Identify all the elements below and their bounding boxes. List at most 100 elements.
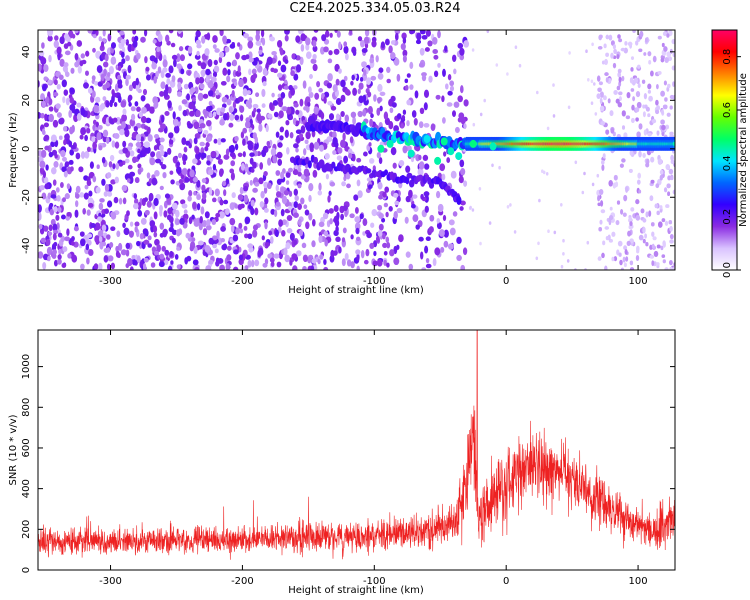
spectrogram-noise-cell <box>144 141 151 148</box>
spectrogram-noise-cell <box>600 121 606 126</box>
spectrogram-noise-cell <box>51 149 58 156</box>
spectrogram-noise-cell <box>661 254 666 258</box>
spectrogram-noise-cell <box>393 257 400 266</box>
spectrogram-noise-cell <box>140 116 147 124</box>
spectrogram-noise-cell <box>48 151 54 158</box>
spectrogram-noise-cell <box>47 255 51 262</box>
spectrogram-noise-cell <box>342 227 347 234</box>
spectrogram-noise-cell <box>671 65 675 71</box>
spectrogram-noise-cell <box>366 77 372 85</box>
spectrogram-noise-cell <box>406 99 412 106</box>
spectrogram-noise-cell <box>87 87 93 94</box>
spectrogram-noise-cell <box>283 247 288 256</box>
spectrogram-noise-cell <box>92 47 96 53</box>
spectrogram-noise-cell <box>97 216 103 222</box>
spectrogram-noise-cell <box>207 90 214 97</box>
spectrogram-noise-cell <box>604 58 608 66</box>
spectrogram-noise-cell <box>623 245 628 251</box>
spectrogram-noise-cell <box>80 127 87 136</box>
spectrogram-noise-cell <box>281 74 286 81</box>
spectrogram-noise-cell <box>383 111 389 120</box>
spectrogram-noise-cell <box>624 41 628 46</box>
spectrogram-noise-cell <box>383 251 388 256</box>
snr-ylabel: SNR (10 * v/v) <box>8 414 19 485</box>
spectrogram-noise-cell <box>132 40 138 48</box>
spectrogram-noise-cell <box>518 63 522 68</box>
spectrogram-noise-cell <box>117 252 121 259</box>
spectrogram-noise-cell <box>103 255 109 263</box>
spectrogram-noise-cell <box>239 114 244 122</box>
spectrogram-noise-cell <box>66 36 71 43</box>
spectrogram-noise-cell <box>648 95 653 102</box>
spectrogram-noise-cell <box>40 93 45 101</box>
spectrogram-noise-cell <box>303 148 307 156</box>
spectrogram-noise-cell <box>212 35 218 43</box>
spectrogram-noise-cell <box>343 155 349 164</box>
spectrogram-noise-cell <box>410 203 416 209</box>
spectrogram-noise-cell <box>281 219 287 225</box>
spectrogram-noise-cell <box>173 58 177 68</box>
spectrogram-noise-cell <box>443 229 449 238</box>
spectrogram-noise-cell <box>192 201 197 210</box>
spectrogram-noise-cell <box>90 223 96 228</box>
spectrogram-noise-cell <box>447 243 454 250</box>
spectrogram-noise-cell <box>263 207 269 213</box>
spectrogram-noise-cell <box>424 163 430 170</box>
spectrogram-noise-cell <box>443 240 449 248</box>
spectrogram-noise-cell <box>358 95 364 104</box>
spectrogram-noise-cell <box>644 233 648 239</box>
spectrogram-noise-cell <box>423 122 430 128</box>
spectrogram-noise-cell <box>362 109 367 117</box>
spectrogram-noise-cell <box>104 208 110 214</box>
spectrogram-noise-cell <box>278 219 283 227</box>
spectrogram-noise-cell <box>87 197 94 205</box>
spectrogram-noise-cell <box>75 185 81 194</box>
spectrogram-noise-cell <box>423 89 430 98</box>
spectrogram-noise-cell <box>240 163 245 171</box>
spectrogram-noise-cell <box>85 70 89 76</box>
spectrogram-noise-cell <box>289 115 294 120</box>
spectrogram-noise-cell <box>261 235 265 241</box>
spectrogram-noise-cell <box>240 131 245 139</box>
spectrogram-noise-cell <box>344 88 351 96</box>
spectrogram-noise-cell <box>622 212 627 217</box>
spectrogram-noise-cell <box>328 113 335 121</box>
spectrogram-noise-cell <box>95 121 100 128</box>
spectrogram-noise-cell <box>669 233 674 240</box>
spectrogram-noise-cell <box>187 123 194 129</box>
spectrogram-noise-cell <box>179 217 185 225</box>
spectrogram-noise-cell <box>76 112 82 121</box>
spectrogram-noise-cell <box>649 195 654 202</box>
spectrogram-noise-cell <box>256 108 261 113</box>
spectrogram-noise-cell <box>368 184 373 189</box>
spectrogram-noise-cell <box>319 144 324 152</box>
spectrogram-noise-cell <box>247 233 253 240</box>
spectrogram-noise-cell <box>647 51 652 57</box>
spectrogram-noise-cell <box>628 217 633 223</box>
spectrogram-noise-cell <box>188 216 193 225</box>
spectrogram-ytick-label: -40 <box>21 238 32 254</box>
spectrogram-noise-cell <box>352 116 356 125</box>
spectrogram-marks <box>38 30 675 270</box>
spectrogram-noise-cell <box>79 231 85 237</box>
spectrogram-noise-cell <box>421 34 428 40</box>
spectrogram-noise-cell <box>159 253 165 260</box>
spectrogram-noise-cell <box>304 99 309 107</box>
spectrogram-noise-cell <box>206 219 211 226</box>
spectrogram-noise-cell <box>137 209 143 217</box>
spectrogram-noise-cell <box>234 114 240 121</box>
spectrogram-noise-cell <box>324 239 329 247</box>
spectrogram-noise-cell <box>619 259 623 266</box>
spectrogram-noise-cell <box>161 245 166 252</box>
spectrogram-noise-cell <box>155 158 161 164</box>
spectrogram-noise-cell <box>605 77 609 83</box>
spectrogram-noise-cell <box>108 161 113 168</box>
spectrogram-noise-cell <box>398 234 404 243</box>
spectrogram-noise-cell <box>305 51 312 60</box>
spectrogram-noise-cell <box>629 267 635 270</box>
spectrogram-noise-cell <box>400 43 406 51</box>
spectrogram-noise-cell <box>647 132 652 137</box>
spectrogram-noise-cell <box>107 255 114 262</box>
spectrogram-noise-cell <box>636 101 642 109</box>
